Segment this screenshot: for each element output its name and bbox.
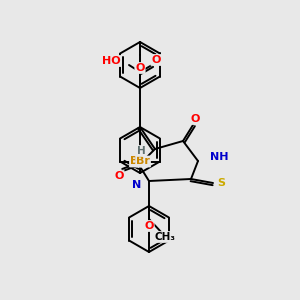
Text: O: O [144, 221, 154, 231]
Text: S: S [217, 178, 225, 188]
Text: H: H [136, 146, 146, 156]
Text: Br: Br [136, 157, 150, 166]
Text: NH: NH [210, 152, 229, 162]
Text: HO: HO [102, 56, 121, 66]
Text: O: O [190, 114, 200, 124]
Text: O: O [114, 171, 124, 181]
Text: Br: Br [130, 157, 144, 166]
Text: O: O [135, 63, 145, 73]
Text: O: O [151, 55, 161, 65]
Text: N: N [132, 180, 141, 190]
Text: CH₃: CH₃ [154, 232, 176, 242]
